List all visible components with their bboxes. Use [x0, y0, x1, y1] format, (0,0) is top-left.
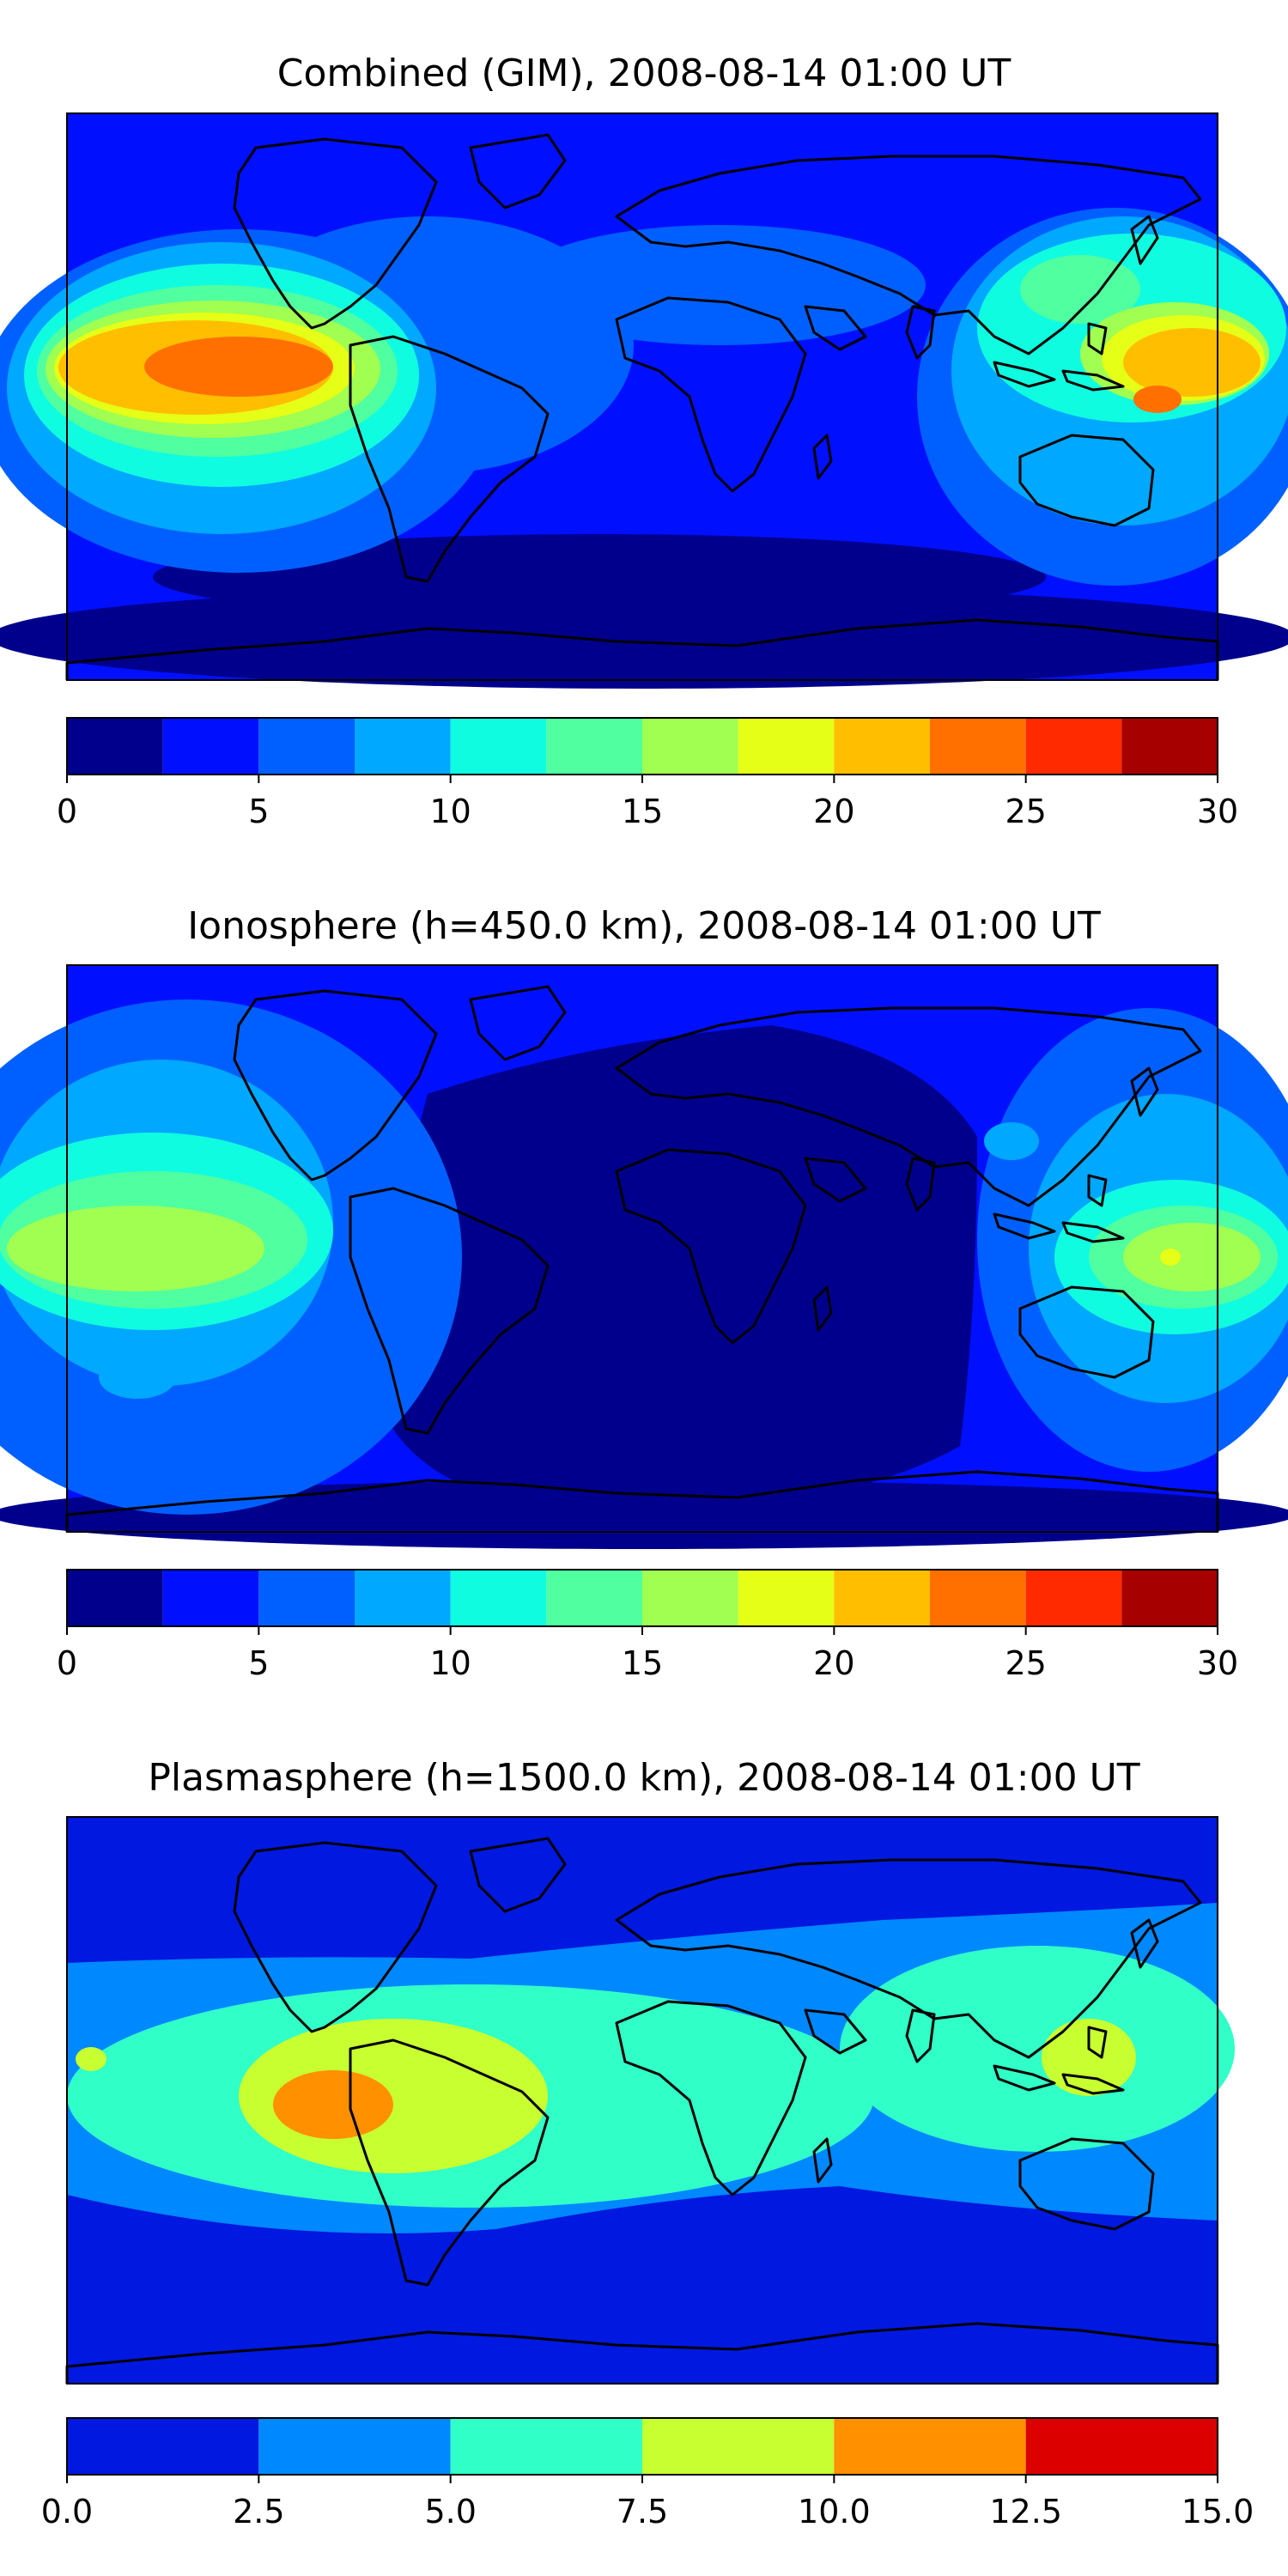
colorbar-tick-label: 20 — [813, 793, 854, 830]
colorbar-swatch — [450, 2418, 642, 2475]
colorbar-swatch — [355, 1570, 451, 1626]
colorbar-tick-label: 5 — [248, 1644, 269, 1682]
colorbar-tick-label: 2.5 — [233, 2493, 284, 2530]
colorbar-tick-label: 0 — [57, 793, 77, 830]
colorbar-swatch — [930, 1570, 1026, 1626]
colorbar-tick-label: 25 — [1005, 793, 1046, 830]
colorbar-swatch — [1025, 1570, 1122, 1626]
colorbar-tick-label: 15.0 — [1182, 2493, 1255, 2530]
colorbar-tick-label: 15 — [622, 1644, 663, 1682]
contour-p1-asia-l5 — [1020, 255, 1140, 324]
colorbar-swatch — [1025, 718, 1122, 775]
contour-p2-pacific-spot — [99, 1356, 176, 1399]
panel-1-frame — [66, 112, 1218, 681]
colorbar-tick-label: 10 — [429, 793, 471, 830]
panel-3-frame — [66, 1816, 1218, 2385]
panel-3-title: Plasmasphere (h=1500.0 km), 2008-08-14 0… — [148, 1756, 1139, 1800]
colorbar-swatch — [258, 1570, 355, 1626]
contour-p1-antarctic — [0, 586, 1288, 689]
panel-1-map — [0, 112, 1288, 689]
colorbar-tick-label: 20 — [813, 1644, 854, 1682]
colorbar-tick-label: 5 — [248, 793, 269, 830]
panel-1-colorbar: 0 5 10 15 20 25 30 — [57, 717, 1238, 830]
colorbar-swatch — [355, 718, 451, 775]
colorbar-swatch — [67, 1570, 163, 1626]
colorbar-swatch — [642, 718, 738, 775]
colorbar-swatch — [834, 1570, 930, 1626]
contour-p1-asia-l8 — [1123, 328, 1261, 397]
colorbar-tick-label: 0.0 — [41, 2493, 93, 2530]
panel-2-map — [0, 964, 1288, 1549]
contour-p2-night-sector — [376, 1025, 977, 1515]
colorbar-tick-label: 0 — [57, 1644, 77, 1682]
colorbar-swatch — [162, 1570, 259, 1626]
colorbar-swatch — [642, 1570, 738, 1626]
contour-p1-pacific-e-peak — [144, 337, 333, 397]
panel-2-contours — [0, 999, 1288, 1549]
colorbar-swatch — [546, 1570, 642, 1626]
colorbar-swatch — [738, 1570, 835, 1626]
colorbar-swatch — [67, 2418, 259, 2475]
colorbar-tick-label: 5.0 — [424, 2493, 476, 2530]
panel-3-colorbar: 0.0 2.5 5.0 7.5 10.0 12.5 15.0 — [41, 2417, 1255, 2530]
colorbar-swatch — [258, 2418, 451, 2475]
colorbar-tick-label: 7.5 — [617, 2493, 668, 2530]
contour-p3-southamerica-peak — [273, 2070, 393, 2139]
colorbar-swatch — [642, 2418, 835, 2475]
panel-2-frame — [66, 964, 1218, 1533]
colorbar-tick-label: 25 — [1005, 1644, 1046, 1682]
colorbar-tick-label: 10.0 — [798, 2493, 871, 2530]
colorbar-tick-label: 10 — [429, 1644, 471, 1682]
colorbar-swatch — [1025, 2418, 1218, 2475]
contour-p1-asia-peak — [1133, 386, 1182, 413]
colorbar-swatch — [450, 1570, 547, 1626]
colorbar-swatch — [1121, 1570, 1218, 1626]
colorbar-swatch — [258, 718, 355, 775]
colorbar-tick-label: 30 — [1197, 1644, 1238, 1682]
contour-p2-pacific-e-l6 — [7, 1206, 264, 1291]
contour-p2-asia-peak — [1160, 1249, 1181, 1266]
contour-p3-asia-l2 — [840, 1946, 1235, 2152]
panel-2-title: Ionosphere (h=450.0 km), 2008-08-14 01:0… — [187, 904, 1101, 948]
contour-p3-pacific-spot — [76, 2047, 106, 2071]
panel-3-map — [65, 1816, 1235, 2385]
colorbar-tick-label: 30 — [1197, 793, 1238, 830]
contour-p1-south-atlantic — [153, 534, 1046, 620]
contour-p2-japan — [984, 1122, 1039, 1160]
panel-1-contours — [0, 208, 1288, 689]
contour-p2-asia-l6 — [1123, 1223, 1261, 1291]
colorbar-tick-label: 12.5 — [989, 2493, 1062, 2530]
colorbar-swatch — [162, 718, 259, 775]
colorbar-tick-label: 15 — [622, 793, 663, 830]
colorbar-swatch — [67, 718, 163, 775]
colorbar-swatch — [834, 718, 930, 775]
colorbar-swatch — [738, 718, 835, 775]
panel-2-colorbar: 0 5 10 15 20 25 30 — [57, 1569, 1238, 1682]
colorbar-swatch — [834, 2418, 1026, 2475]
panel-1-title: Combined (GIM), 2008-08-14 01:00 UT — [277, 52, 1012, 95]
contour-p1-africa-light — [513, 225, 926, 345]
colorbar-swatch — [1121, 718, 1218, 775]
colorbar-swatch — [930, 718, 1026, 775]
colorbar-swatch — [546, 718, 642, 775]
colorbar-swatch — [450, 718, 547, 775]
